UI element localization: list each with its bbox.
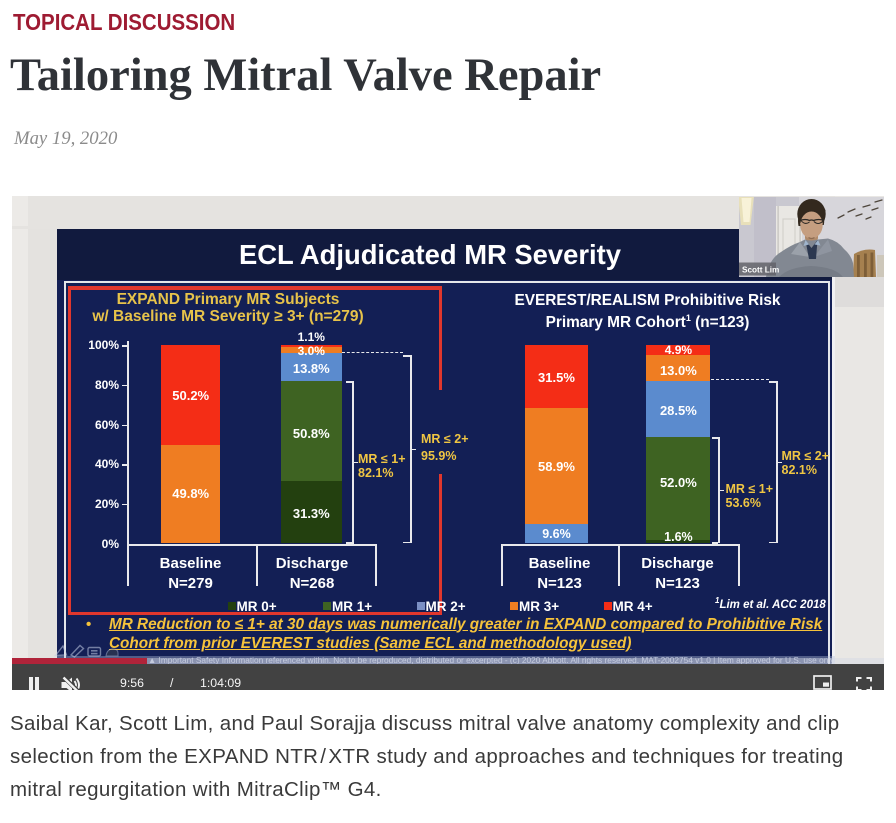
svg-text:Scott Lim: Scott Lim [742,265,779,274]
